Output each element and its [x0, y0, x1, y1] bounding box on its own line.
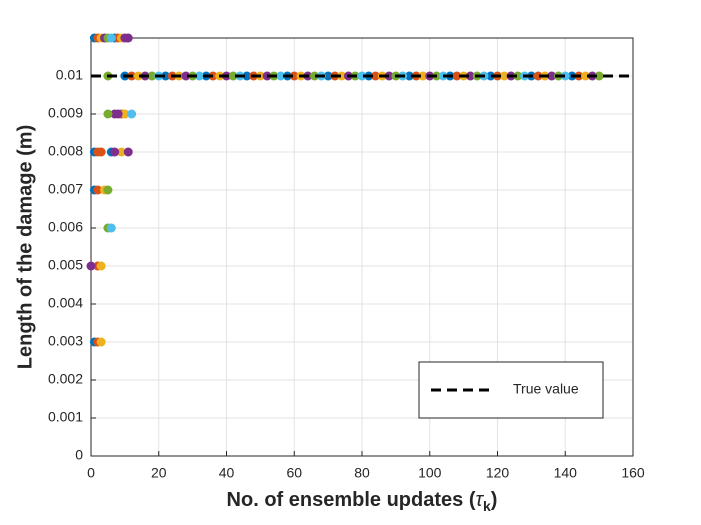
- point: [123, 33, 133, 43]
- x-label-close: ): [491, 489, 498, 511]
- x-tick-label: 100: [418, 465, 442, 481]
- point: [161, 71, 171, 81]
- point: [123, 147, 133, 157]
- y-tick-label: 0.009: [48, 105, 83, 121]
- point: [96, 337, 106, 347]
- point: [581, 71, 591, 81]
- point: [106, 33, 116, 43]
- point: [147, 71, 157, 81]
- point: [194, 71, 204, 81]
- point: [547, 71, 557, 81]
- x-tick-label: 60: [286, 465, 302, 481]
- point: [465, 71, 475, 81]
- point: [594, 71, 604, 81]
- point: [452, 71, 462, 81]
- point: [513, 71, 523, 81]
- point: [181, 71, 191, 81]
- point: [96, 261, 106, 271]
- y-tick-label: 0.006: [48, 219, 83, 235]
- y-tick-label: 0.008: [48, 143, 83, 159]
- point: [96, 147, 106, 157]
- point: [93, 185, 103, 195]
- x-tick-label: 80: [354, 465, 370, 481]
- x-tick-label: 20: [151, 465, 167, 481]
- y-axis-label: Length of the damage (m): [14, 125, 36, 369]
- point: [116, 147, 126, 157]
- point: [103, 109, 113, 119]
- x-label-subscript: k: [483, 498, 491, 514]
- y-tick-label: 0.003: [48, 333, 83, 349]
- point: [310, 71, 320, 81]
- point: [404, 71, 414, 81]
- point: [533, 71, 543, 81]
- point: [357, 71, 367, 81]
- point: [133, 71, 143, 81]
- x-tick-label: 120: [486, 465, 510, 481]
- point: [337, 71, 347, 81]
- x-tick-label: 140: [554, 465, 578, 481]
- point: [242, 71, 252, 81]
- x-tick-label: 0: [87, 465, 95, 481]
- point: [486, 71, 496, 81]
- point: [127, 109, 137, 119]
- point: [276, 71, 286, 81]
- y-tick-label: 0: [75, 447, 83, 463]
- y-tick-label: 0.002: [48, 371, 83, 387]
- point: [499, 71, 509, 81]
- x-tick-label: 40: [219, 465, 235, 481]
- point: [560, 71, 570, 81]
- x-axis-label: No. of ensemble updates (τk): [227, 489, 498, 513]
- point: [120, 109, 130, 119]
- point: [323, 71, 333, 81]
- y-tick-label: 0.004: [48, 295, 83, 311]
- y-tick-label: 0.001: [48, 409, 83, 425]
- point: [228, 71, 238, 81]
- point: [113, 109, 123, 119]
- x-label-symbol: τ: [475, 489, 484, 511]
- y-tick-label: 0.007: [48, 181, 83, 197]
- x-label-text: No. of ensemble updates (: [227, 489, 476, 511]
- plot-frame: [90, 37, 634, 457]
- y-tick-label: 0.01: [56, 67, 83, 83]
- point: [418, 71, 428, 81]
- point: [110, 147, 120, 157]
- legend-label: True value: [513, 381, 579, 397]
- x-tick-label: 160: [621, 465, 645, 481]
- point: [106, 223, 116, 233]
- point: [371, 71, 381, 81]
- y-tick-label: 0.005: [48, 257, 83, 273]
- point: [384, 71, 394, 81]
- point: [86, 261, 96, 271]
- point: [103, 185, 113, 195]
- point: [289, 71, 299, 81]
